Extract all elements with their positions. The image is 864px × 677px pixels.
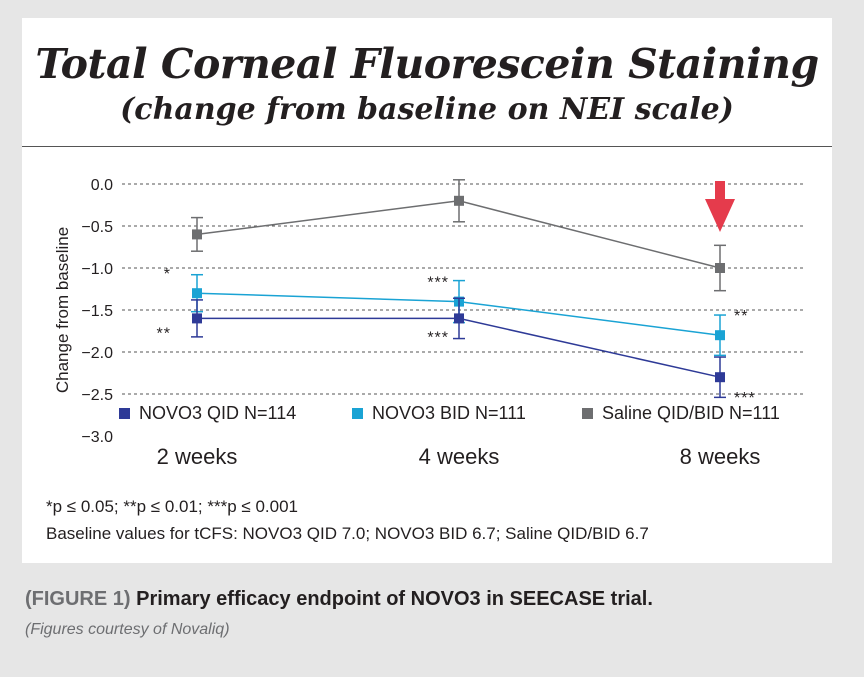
legend-swatch [119,408,130,419]
figure-caption: (FIGURE 1) Primary efficacy endpoint of … [25,588,653,611]
baseline-footnote: Baseline values for tCFS: NOVO3 QID 7.0;… [46,524,649,543]
y-axis-label: Change from baseline [53,227,72,393]
significance-footnote: *p ≤ 0.05; **p ≤ 0.01; ***p ≤ 0.001 [46,497,298,516]
data-point [192,288,202,299]
data-point [454,313,464,324]
y-tick-label: −1.0 [81,261,113,278]
x-category-label: 2 weeks [157,444,238,469]
legend-swatch [352,408,363,419]
figure-card: Total Corneal Fluorescein Staining (chan… [22,18,832,563]
highlight-arrow-shaft [715,181,725,201]
data-point [454,195,464,206]
legend-label: Saline QID/BID N=111 [602,403,780,423]
significance-annotation: *** [734,390,756,407]
highlight-arrow-icon [705,199,735,232]
x-category-label: 8 weeks [680,444,761,469]
figure-caption-label: (FIGURE 1) [25,588,131,610]
legend-swatch [582,408,593,419]
y-tick-label: −2.0 [81,345,113,362]
y-tick-label: −3.0 [81,429,113,446]
x-category-label: 4 weeks [419,444,500,469]
legend-label: NOVO3 QID N=114 [139,403,296,423]
data-point [192,313,202,324]
chart-title: Total Corneal Fluorescein Staining [35,40,819,88]
figure-caption-text: Primary efficacy endpoint of NOVO3 in SE… [130,588,653,610]
title-divider [22,146,832,147]
data-point [715,330,725,341]
significance-annotation: ** [734,308,748,325]
y-tick-label: −2.5 [81,387,113,404]
y-tick-label: −0.5 [81,219,113,236]
significance-annotation: *** [427,275,449,292]
figure-credit: (Figures courtesy of Novaliq) [25,621,230,638]
data-point [715,372,725,383]
y-tick-label: 0.0 [91,177,113,194]
data-point [192,229,202,240]
significance-annotation: ** [157,325,171,342]
data-point [715,263,725,273]
significance-annotation: *** [427,329,449,346]
chart-subtitle: (change from baseline on NEI scale) [120,92,734,127]
line-chart: 0.0 −0.5 −1.0 −1.5 −2.0 −2.5 −3.0 Change from b… [53,177,804,469]
y-tick-label: −1.5 [81,303,113,320]
significance-annotation: * [164,266,171,283]
legend-label: NOVO3 BID N=111 [372,403,526,423]
